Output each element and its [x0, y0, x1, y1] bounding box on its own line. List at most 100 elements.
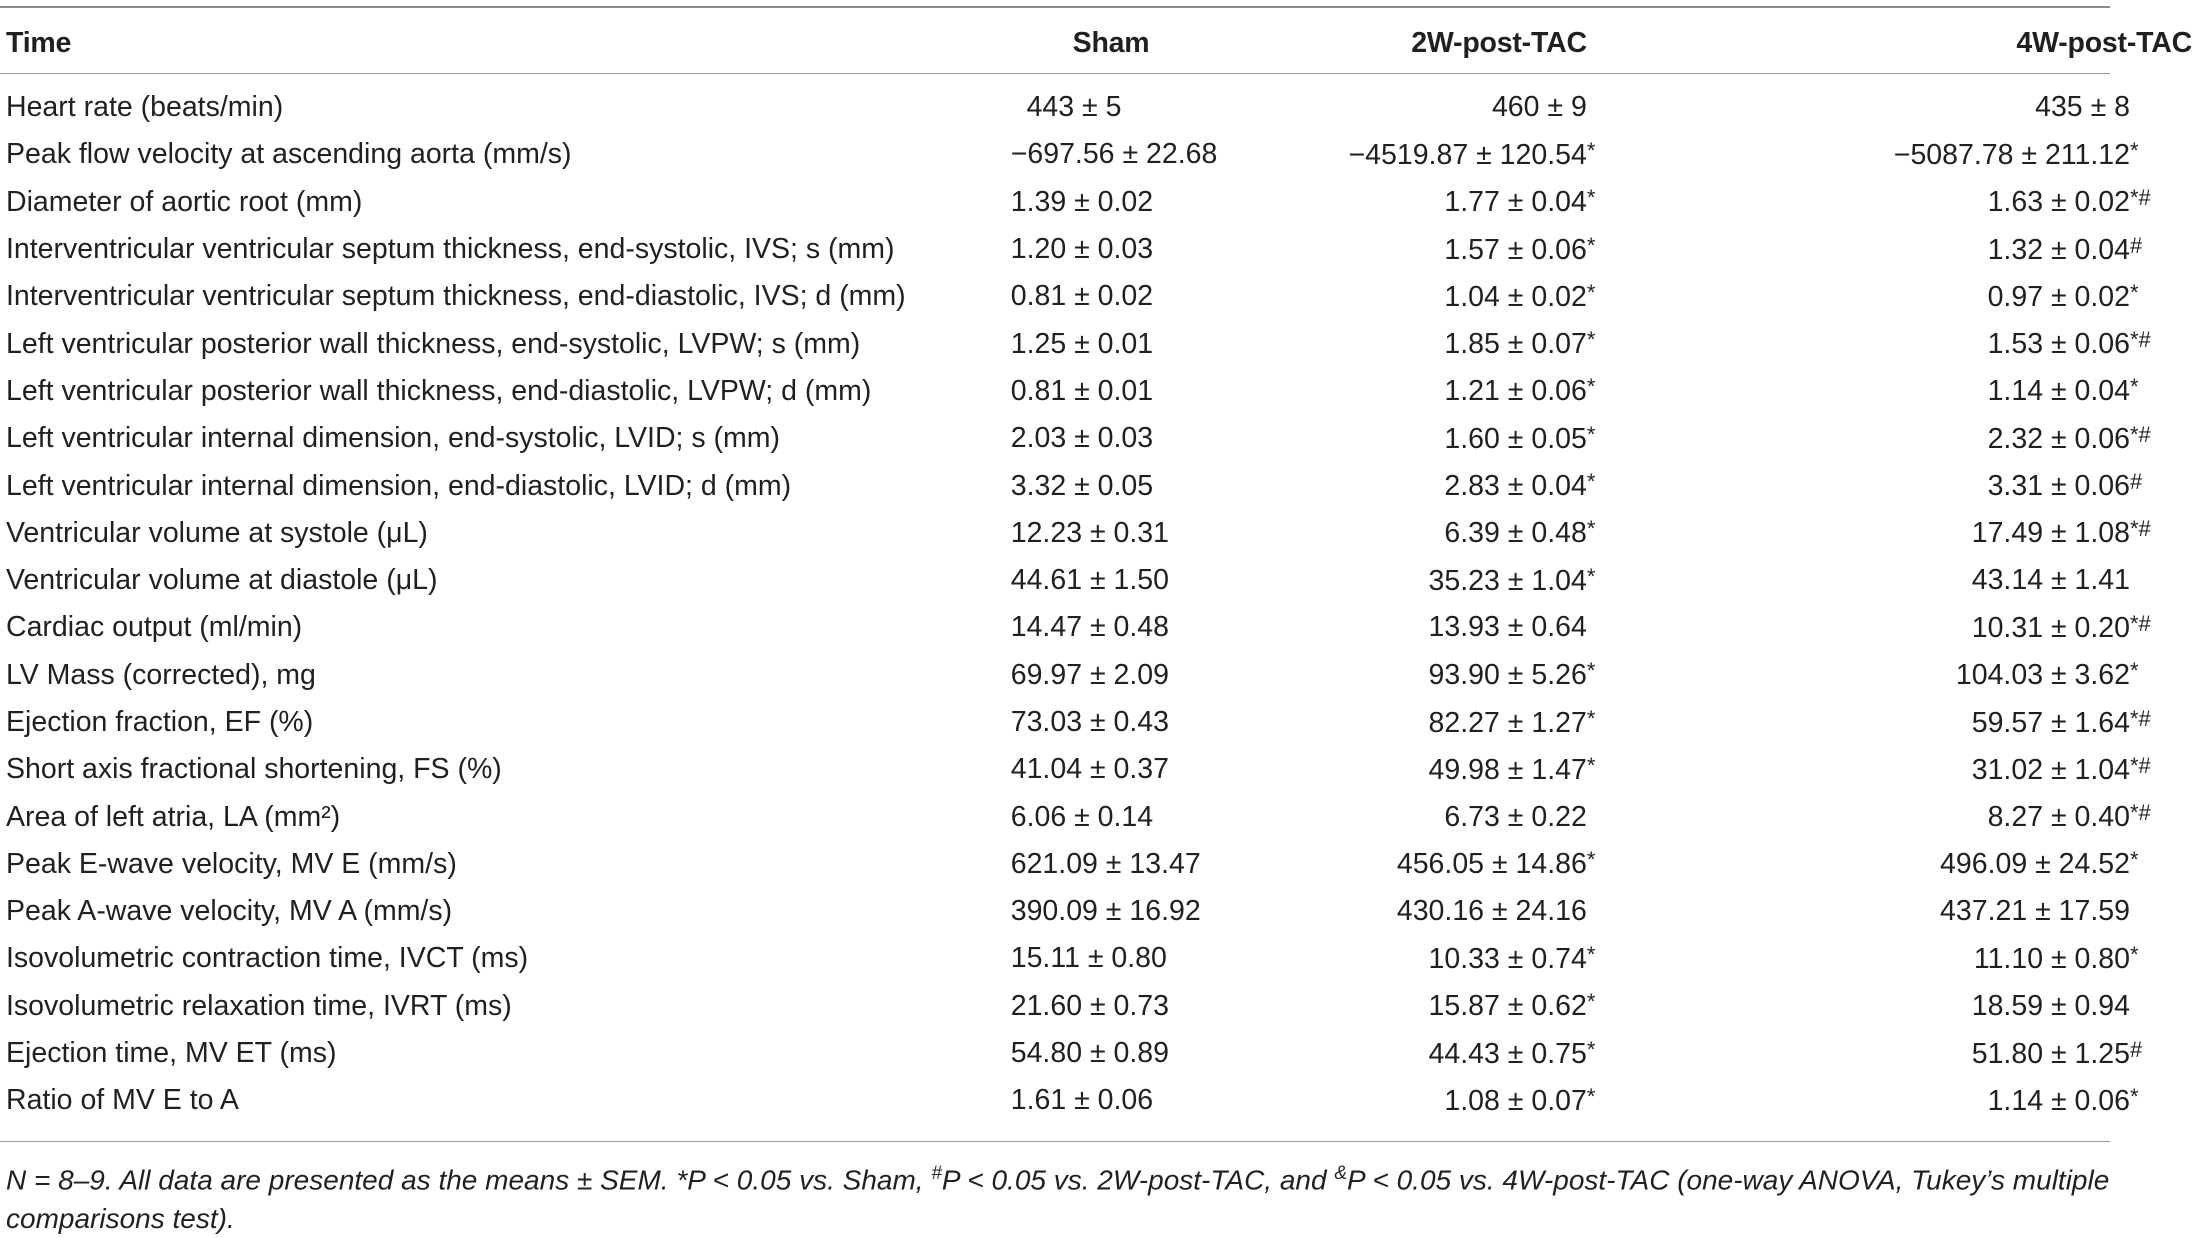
w2-significance-mark: * — [1586, 137, 1596, 163]
row-label: Heart rate (beats/min) — [6, 91, 284, 124]
row-label: Interventricular ventricular septum thic… — [6, 280, 906, 313]
w2-post-tac-value: 6.39 ± 0.48* — [1155, 510, 1654, 557]
sham-value-text: 390.09 ± 16.92 — [1010, 895, 1201, 928]
table-row: Isovolumetric contraction time, IVCT (ms… — [0, 935, 2196, 982]
w2-value-text: 1.57 ± 0.06 — [1444, 233, 1587, 266]
w2-significance-mark: * — [1586, 658, 1596, 684]
w2-significance-mark: * — [1586, 989, 1596, 1015]
w2-value-text: 1.08 ± 0.07 — [1444, 1084, 1587, 1117]
w4-significance-mark: *# — [2130, 752, 2151, 778]
w2-significance-mark: * — [1586, 279, 1596, 305]
w4-post-tac-value: 2.32 ± 0.06*# — [1655, 415, 2196, 462]
table-row: Peak flow velocity at ascending aorta (m… — [0, 131, 2196, 178]
sham-value-text: 1.39 ± 0.02 — [1010, 185, 1154, 218]
sham-value: 390.09 ± 16.92 — [1011, 888, 1201, 935]
w4-post-tac-value: 59.57 ± 1.64*# — [1655, 699, 2196, 746]
w2-value-text: 13.93 ± 0.64 — [1428, 611, 1587, 644]
w4-significance-mark: # — [2130, 1036, 2143, 1062]
w2-value-text: −4519.87 ± 120.54 — [1348, 138, 1587, 171]
sham-value: 6.06 ± 0.14 — [1011, 793, 1156, 840]
sham-value: 15.11 ± 0.80 — [1011, 935, 1167, 982]
w2-post-tac-value: 6.73 ± 0.22 — [1155, 793, 1654, 840]
w2-post-tac-value: 1.85 ± 0.07* — [1155, 320, 1654, 367]
w2-value-text: 1.21 ± 0.06 — [1444, 375, 1587, 408]
w4-value-text: 437.21 ± 17.59 — [1940, 895, 2130, 928]
table-row: Ejection fraction, EF (%) 73.03 ± 0.43 82.… — [0, 699, 2196, 746]
w2-value-text: 456.05 ± 14.86 — [1396, 848, 1587, 881]
sham-value: 1.39 ± 0.02 — [1011, 179, 1156, 226]
w2-post-tac-value: 2.83 ± 0.04* — [1155, 462, 1654, 509]
w4-post-tac-value: 18.59 ± 0.94 — [1655, 983, 2196, 1030]
row-label: Left ventricular internal dimension, end… — [6, 469, 792, 502]
w4-post-tac-value: 435 ± 8 — [1655, 84, 2196, 131]
w4-significance-mark: * — [2130, 279, 2139, 305]
table-row: Area of left atria, LA (mm²) 6.06 ± 0.14 6… — [0, 793, 2196, 840]
w4-value-text: 10.31 ± 0.20 — [1971, 611, 2130, 644]
w4-post-tac-value: 17.49 ± 1.08*# — [1655, 510, 2196, 557]
sham-value-text: −697.56 ± 22.68 — [1010, 138, 1218, 171]
w4-significance-mark: # — [2130, 469, 2143, 495]
sham-value: 443 ± 5 — [1027, 84, 1156, 131]
sham-value-text: 1.61 ± 0.06 — [1010, 1084, 1154, 1117]
table-row: Left ventricular posterior wall thicknes… — [0, 368, 2196, 415]
sham-value-text: 69.97 ± 2.09 — [1010, 658, 1169, 691]
row-label: Ratio of MV E to A — [6, 1084, 239, 1117]
sham-value-text: 14.47 ± 0.48 — [1010, 611, 1169, 644]
w4-significance-mark: *# — [2130, 800, 2151, 826]
header-2w-label: 2W-post-TAC — [1411, 26, 1587, 59]
w2-value-text: 6.39 ± 0.48 — [1444, 517, 1587, 550]
w2-value-text: 1.04 ± 0.02 — [1444, 280, 1587, 313]
sham-value-text: 6.06 ± 0.14 — [1010, 800, 1154, 833]
w4-post-tac-value: 496.09 ± 24.52* — [1655, 841, 2196, 888]
w2-value-text: 82.27 ± 1.27 — [1428, 706, 1587, 739]
w2-significance-mark: * — [1586, 232, 1596, 258]
w2-value-text: 93.90 ± 5.26 — [1428, 659, 1587, 692]
w4-post-tac-value: 3.31 ± 0.06# — [1655, 462, 2196, 509]
table-footnote: N = 8–9. All data are presented as the m… — [6, 1154, 2110, 1238]
w4-value-text: 104.03 ± 3.62 — [1955, 659, 2130, 692]
row-label: Left ventricular internal dimension, end… — [6, 422, 780, 455]
sham-value: 1.20 ± 0.03 — [1011, 226, 1156, 273]
w4-significance-mark: *# — [2130, 185, 2151, 211]
footnote-amp-mark: & — [1334, 1163, 1348, 1184]
row-label: Isovolumetric relaxation time, IVRT (ms) — [6, 989, 512, 1022]
w4-post-tac-value: 1.32 ± 0.04# — [1655, 226, 2196, 273]
w4-significance-mark: * — [2130, 658, 2139, 684]
w2-post-tac-value: 10.33 ± 0.74* — [1155, 935, 1654, 982]
table-row: Ventricular volume at systole (μL) 12.23 … — [0, 510, 2196, 557]
w4-post-tac-value: 31.02 ± 1.04*# — [1655, 746, 2196, 793]
table-row: Ejection time, MV ET (ms) 54.80 ± 0.89 44.… — [0, 1030, 2196, 1077]
w4-post-tac-value: 1.14 ± 0.06* — [1655, 1077, 2196, 1124]
w2-post-tac-value: 460 ± 9 — [1155, 84, 1654, 131]
w2-value-text: 15.87 ± 0.62 — [1428, 990, 1587, 1023]
sham-value: 44.61 ± 1.50 — [1011, 557, 1169, 604]
table-row: Diameter of aortic root (mm) 1.39 ± 0.02 1… — [0, 179, 2196, 226]
sham-value: 54.80 ± 0.89 — [1011, 1030, 1169, 1077]
sham-value-text: 54.80 ± 0.89 — [1010, 1037, 1169, 1070]
w4-significance-mark: *# — [2130, 610, 2151, 636]
table-row: Cardiac output (ml/min) 14.47 ± 0.48 13.93… — [0, 604, 2196, 651]
w4-post-tac-value: 10.31 ± 0.20*# — [1655, 604, 2196, 651]
w2-post-tac-value: 430.16 ± 24.16 — [1155, 888, 1654, 935]
row-label: Short axis fractional shortening, FS (%) — [6, 753, 502, 786]
w4-value-text: 0.97 ± 0.02 — [1987, 280, 2130, 313]
table-row: Isovolumetric relaxation time, IVRT (ms)… — [0, 983, 2196, 1030]
w2-significance-mark: * — [1586, 421, 1596, 447]
w2-significance-mark: * — [1586, 1036, 1596, 1062]
w4-post-tac-value: 104.03 ± 3.62* — [1655, 652, 2196, 699]
sham-value-text: 12.23 ± 0.31 — [1010, 516, 1169, 549]
bottom-rule — [0, 1141, 2110, 1142]
sham-value: 73.03 ± 0.43 — [1011, 699, 1169, 746]
header-time: Time — [6, 26, 72, 59]
footnote-part-2: P < 0.05 vs. 2W-post-TAC, and — [941, 1164, 1335, 1196]
w4-value-text: 59.57 ± 1.64 — [1971, 706, 2130, 739]
w4-significance-mark: *# — [2130, 421, 2151, 447]
table-row: Left ventricular internal dimension, end… — [0, 415, 2196, 462]
sham-value-text: 73.03 ± 0.43 — [1010, 706, 1169, 738]
w4-significance-mark: *# — [2130, 327, 2151, 353]
w2-value-text: 35.23 ± 1.04 — [1428, 564, 1587, 597]
w2-significance-mark: * — [1586, 752, 1596, 778]
row-label: LV Mass (corrected), mg — [6, 658, 316, 691]
w4-value-text: 1.14 ± 0.06 — [1987, 1084, 2130, 1117]
